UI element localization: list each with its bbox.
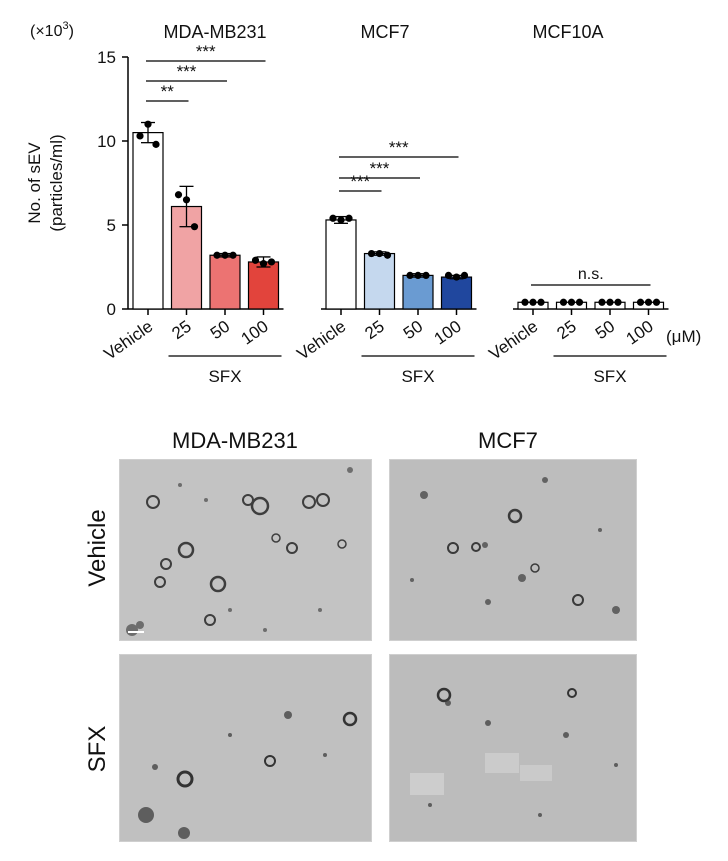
data-point-1-1-1: [375, 249, 384, 258]
row-label-vehicle: Vehicle: [84, 509, 111, 587]
y-tick-label-0: 0: [107, 300, 116, 319]
x-tick-label-2-2: 50: [592, 317, 618, 343]
data-point-1-0-2: [345, 214, 353, 222]
data-point-0-3-0: [251, 256, 260, 264]
data-point-1-3-2: [460, 271, 469, 279]
data-point-0-3-1: [259, 260, 268, 268]
significance-label-0-0: **: [161, 82, 175, 101]
bar-1-1: [363, 252, 396, 310]
group-title-0: MDA-MB231: [163, 22, 266, 42]
significance-label-0-1: ***: [177, 62, 197, 81]
micrograph-mcf7-sfx: [389, 654, 637, 842]
ns-label-2: n.s.: [578, 266, 604, 283]
group-title-2: MCF10A: [532, 22, 603, 42]
data-point-1-0-1: [337, 216, 345, 224]
y-axis-multiplier: (×103): [30, 20, 74, 40]
bar-1-3: [440, 276, 473, 310]
data-point-2-1-2: [575, 298, 584, 306]
data-point-0-0-0: [136, 132, 144, 140]
bar-chart: 0 5 10 15 (×103) No. of sEV (particles/ml) MDA-…: [25, 20, 701, 386]
unit-label: (μM): [666, 327, 701, 346]
data-point-2-3-1: [644, 298, 653, 306]
data-point-0-2-1: [221, 251, 229, 259]
data-point-0-1-2: [190, 223, 199, 231]
x-tick-label-1-3: 100: [431, 317, 465, 349]
data-point-0-1-0: [174, 191, 183, 199]
data-point-0-3-2: [267, 258, 276, 266]
treatment-label-0: SFX: [208, 367, 241, 386]
x-tick-label-0-0: Vehicle: [100, 317, 156, 364]
data-point-0-0-2: [152, 140, 160, 148]
data-point-2-1-0: [559, 298, 568, 306]
data-point-2-2-0: [598, 298, 606, 306]
significance-label-1-1: ***: [370, 159, 390, 178]
data-point-0-0-1: [144, 120, 152, 128]
data-point-1-2-1: [414, 271, 422, 279]
data-point-1-0-0: [329, 214, 337, 222]
bar-0-2: [209, 254, 241, 310]
micrograph-mda-sfx: [119, 654, 372, 842]
data-point-2-2-1: [606, 298, 614, 306]
data-point-1-1-0: [367, 249, 376, 258]
row-label-sfx: SFX: [84, 725, 111, 773]
bar-1-2: [402, 274, 434, 310]
x-tick-label-2-3: 100: [623, 317, 657, 349]
data-point-1-2-2: [422, 271, 430, 279]
data-point-2-1-1: [567, 298, 576, 306]
x-tick-label-1-1: 25: [361, 317, 387, 343]
y-axis-label-line1: No. of sEV: [25, 142, 44, 224]
x-tick-label-0-2: 50: [207, 317, 233, 343]
x-tick-label-1-0: Vehicle: [293, 317, 349, 364]
data-point-0-1-1: [182, 196, 191, 204]
data-point-2-3-2: [652, 298, 661, 306]
micrograph-title-mcf7: MCF7: [478, 428, 538, 453]
significance-label-1-0: ***: [350, 172, 370, 191]
micrograph-mcf7-vehicle: [389, 459, 637, 641]
data-point-1-2-0: [406, 271, 414, 279]
bar-0-0: [132, 132, 164, 310]
data-point-2-0-0: [521, 298, 529, 306]
bar-1-0: [325, 219, 357, 310]
bar-0-3: [247, 261, 280, 310]
y-axis-label-line2: (particles/ml): [47, 134, 66, 231]
data-point-0-2-0: [213, 251, 221, 259]
data-point-2-0-2: [537, 298, 545, 306]
treatment-label-1: SFX: [401, 367, 434, 386]
x-tick-label-2-1: 25: [553, 317, 579, 343]
x-tick-label-1-2: 50: [400, 317, 426, 343]
micrograph-mda-vehicle: [119, 459, 372, 641]
x-tick-label-0-1: 25: [168, 317, 194, 343]
significance-label-1-2: ***: [389, 138, 409, 157]
data-point-2-3-0: [636, 298, 645, 306]
data-point-1-3-0: [444, 271, 453, 279]
x-tick-label-0-3: 100: [238, 317, 272, 349]
group-title-1: MCF7: [361, 22, 410, 42]
micrograph-title-mda-mb231: MDA-MB231: [172, 428, 298, 453]
data-point-1-3-1: [452, 273, 461, 281]
y-tick-label-1: 5: [107, 216, 116, 235]
x-tick-label-2-0: Vehicle: [485, 317, 541, 364]
y-tick-label-3: 15: [97, 48, 116, 67]
significance-label-0-2: ***: [196, 42, 216, 61]
data-point-2-0-1: [529, 298, 537, 306]
data-point-2-2-2: [614, 298, 622, 306]
data-point-1-1-2: [383, 251, 392, 259]
y-tick-label-2: 10: [97, 132, 116, 151]
data-point-0-2-2: [229, 251, 237, 259]
treatment-label-2: SFX: [593, 367, 626, 386]
